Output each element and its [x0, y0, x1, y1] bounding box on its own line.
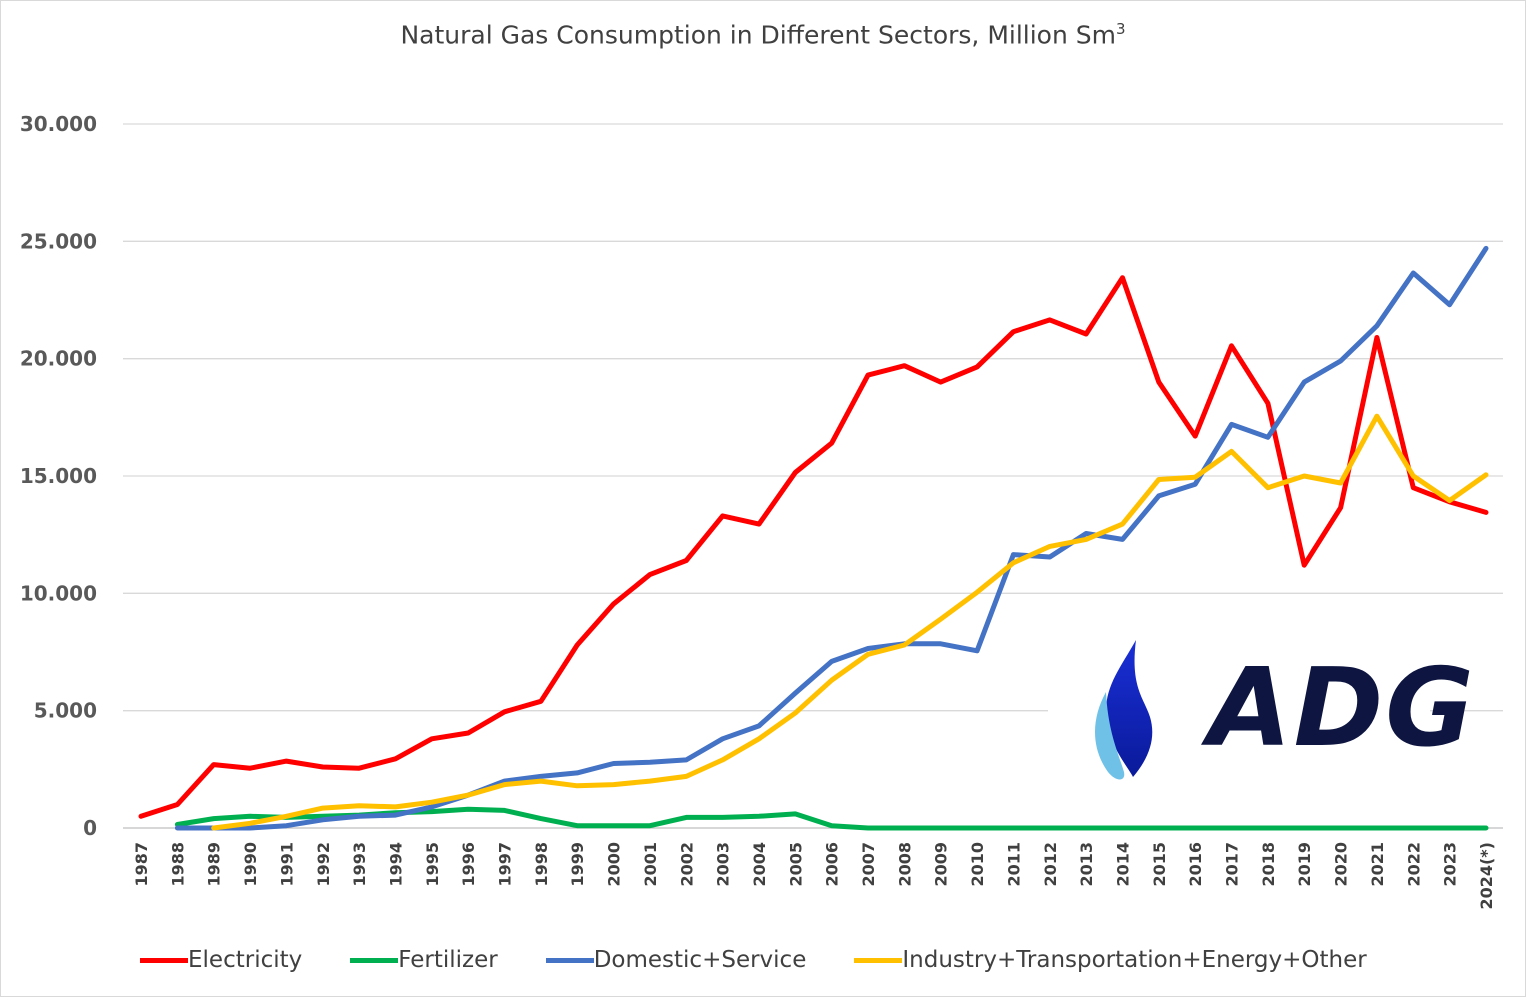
legend: Electricity Fertilizer Domestic+Service … — [140, 944, 1440, 976]
x-tick-label: 1991 — [277, 842, 296, 887]
legend-item-electricity: Electricity — [140, 947, 302, 973]
x-tick-label: 1996 — [459, 842, 478, 887]
series-lines — [138, 245, 1489, 831]
x-tick-label: 2024(*) — [1477, 842, 1496, 910]
series-line-electricity — [138, 275, 1489, 819]
x-tick-label: 1995 — [423, 842, 442, 887]
x-tick-label: 1992 — [314, 842, 333, 887]
legend-item-domestic-service: Domestic+Service — [545, 947, 807, 973]
legend-label-fertilizer: Fertilizer — [398, 947, 498, 973]
x-tick-label: 2012 — [1041, 842, 1060, 887]
y-tick-label: 15.000 — [20, 464, 97, 488]
x-axis: 1987 1988 1989 1990 1991 1992 1993 1994 1995 1996… — [132, 842, 1496, 910]
x-tick-label: 2004 — [750, 842, 769, 887]
x-tick-label: 2014 — [1113, 842, 1132, 887]
x-tick-label: 2015 — [1150, 842, 1169, 887]
legend-label-electricity: Electricity — [188, 947, 303, 973]
y-tick-label: 5.000 — [34, 699, 97, 723]
x-tick-label: 2006 — [823, 842, 842, 887]
x-tick-label: 2008 — [895, 842, 914, 887]
x-tick-label: 2002 — [677, 842, 696, 887]
x-tick-label: 1993 — [350, 842, 369, 887]
x-tick-label: 1994 — [386, 842, 405, 887]
series-line-industry-transportation-energy-other — [211, 413, 1489, 831]
legend-swatch-fertilizer — [350, 957, 399, 963]
series-line-fertilizer — [174, 806, 1489, 831]
x-tick-label: 2023 — [1441, 842, 1460, 887]
x-tick-label: 1997 — [496, 842, 515, 887]
x-tick-label: 2017 — [1223, 842, 1242, 887]
series-line-domestic-service — [174, 245, 1489, 831]
x-tick-label: 2020 — [1332, 842, 1351, 887]
legend-swatch-industry — [854, 957, 903, 963]
legend-label-domestic-service: Domestic+Service — [593, 947, 807, 973]
legend-swatch-electricity — [140, 957, 188, 963]
legend-label-industry: Industry+Transportation+Energy+Other — [902, 947, 1367, 973]
x-tick-label: 2007 — [859, 842, 878, 887]
x-tick-label: 1989 — [205, 842, 224, 887]
chart-title-text: Natural Gas Consumption in Different Sec… — [400, 20, 1116, 50]
x-tick-label: 2021 — [1368, 842, 1387, 887]
legend-item-industry: Industry+Transportation+Energy+Other — [854, 947, 1367, 973]
y-tick-label: 10.000 — [20, 581, 97, 605]
x-tick-label: 2001 — [641, 842, 660, 887]
chart-title: Natural Gas Consumption in Different Sec… — [0, 20, 1526, 49]
x-tick-label: 1987 — [132, 842, 151, 887]
y-tick-label: 30.000 — [20, 112, 97, 136]
x-tick-label: 2018 — [1259, 842, 1278, 887]
x-tick-label: 2019 — [1295, 842, 1314, 887]
x-tick-label: 2011 — [1004, 842, 1023, 887]
y-tick-label: 25.000 — [20, 229, 97, 253]
x-tick-label: 2000 — [605, 842, 624, 887]
y-tick-label: 0 — [83, 816, 97, 840]
x-tick-label: 2003 — [714, 842, 733, 887]
chart-title-superscript: 3 — [1116, 20, 1126, 38]
x-tick-label: 2005 — [786, 842, 805, 887]
x-tick-label: 2009 — [932, 842, 951, 887]
legend-swatch-domestic-service — [545, 957, 594, 963]
logo-text: ADG — [1208, 646, 1476, 771]
x-tick-label: 1988 — [168, 842, 187, 887]
x-tick-label: 2016 — [1186, 842, 1205, 887]
x-tick-label: 2013 — [1077, 842, 1096, 887]
adg-logo: ADG — [1048, 632, 1474, 810]
x-tick-label: 2022 — [1404, 842, 1423, 887]
x-tick-label: 1998 — [532, 842, 551, 887]
x-tick-label: 1999 — [568, 842, 587, 887]
x-tick-label: 2010 — [968, 842, 987, 887]
flame-icon — [1095, 640, 1153, 780]
legend-item-fertilizer: Fertilizer — [350, 947, 498, 973]
x-tick-label: 1990 — [241, 842, 260, 887]
y-tick-label: 20.000 — [20, 347, 97, 371]
y-axis: 0 5.000 10.000 15.000 20.000 25.000 30.000 — [20, 112, 97, 840]
